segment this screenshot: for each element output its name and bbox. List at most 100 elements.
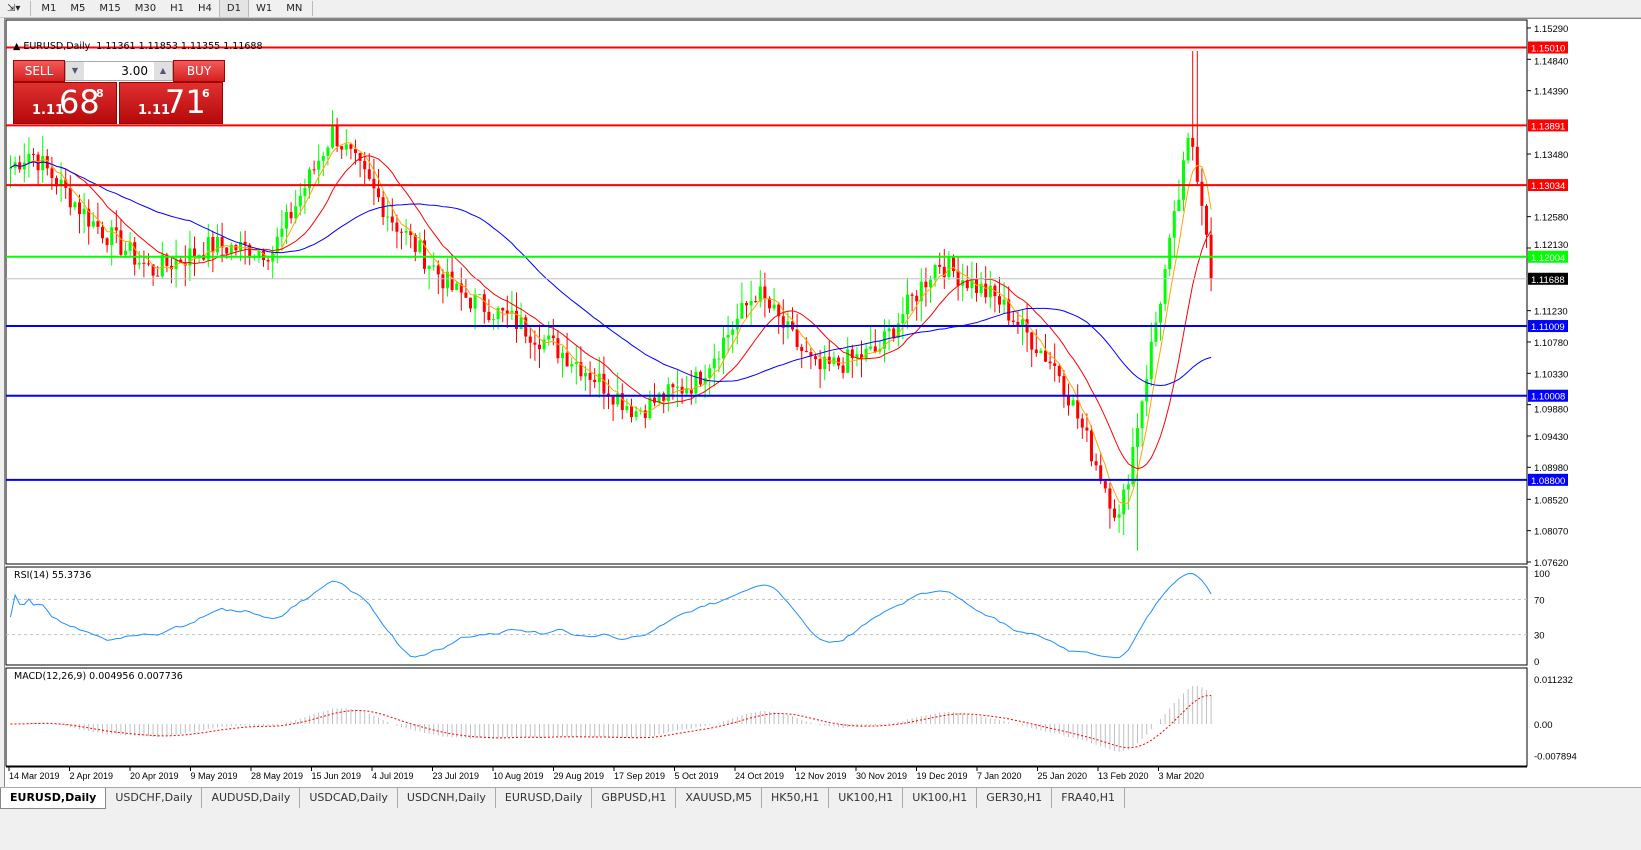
candle-body: [722, 337, 725, 359]
chart-tab[interactable]: USDCHF,Daily: [106, 788, 203, 808]
candle-body: [818, 359, 822, 370]
tf-m1[interactable]: M1: [41, 3, 57, 14]
candle-body: [331, 126, 334, 148]
chart-window[interactable]: 1.15290 1.14840 1.14390 1.13480 1.12580 1.121…: [4, 18, 1641, 788]
buy-price-button[interactable]: 1.11 71 6: [119, 82, 223, 124]
candle-body: [694, 371, 698, 394]
chart-tab[interactable]: HK50,H1: [762, 788, 830, 808]
candle-body: [850, 349, 854, 359]
candle-body: [119, 230, 123, 255]
chart-tab[interactable]: GER30,H1: [977, 788, 1053, 808]
candle: [878, 340, 882, 355]
candle-body: [496, 307, 500, 320]
candle-body: [229, 244, 233, 254]
tf-h1[interactable]: H1: [170, 3, 185, 14]
candle: [1168, 233, 1172, 276]
candle: [459, 267, 463, 311]
candle: [390, 198, 394, 232]
candle-body: [372, 178, 376, 189]
candle-body: [469, 297, 472, 309]
candle-body: [712, 358, 716, 369]
candle: [777, 302, 781, 334]
tf-m30[interactable]: M30: [134, 3, 157, 14]
buy-button[interactable]: BUY: [173, 60, 225, 82]
toolbar-handle-icon[interactable]: ⇲▾: [7, 3, 21, 14]
candle-body: [257, 250, 261, 257]
date-label: 2 Apr 2019: [70, 771, 114, 781]
chart-title: ▲ EURUSD,Daily 1.11361 1.11853 1.11355 1…: [13, 41, 263, 52]
lot-size-stepper[interactable]: ▼ 3.00 ▲: [65, 61, 173, 81]
sell-button[interactable]: SELL: [13, 60, 65, 82]
lot-size-value[interactable]: 3.00: [121, 64, 148, 78]
tf-m15[interactable]: M15: [99, 3, 121, 14]
chart-tab[interactable]: EURUSD,Daily: [496, 788, 593, 808]
tf-h4[interactable]: H4: [198, 3, 212, 14]
date-label: 30 Nov 2019: [856, 771, 907, 781]
tf-mn[interactable]: MN: [286, 3, 303, 14]
chart-canvas[interactable]: 1.15290 1.14840 1.14390 1.13480 1.12580 1.121…: [5, 19, 1641, 787]
candle-body: [1113, 508, 1116, 518]
candle-body: [1191, 137, 1195, 147]
candle-body: [556, 338, 560, 359]
candle-body: [1048, 361, 1052, 364]
candle: [611, 395, 615, 421]
candle-body: [298, 195, 302, 207]
candle-body: [308, 169, 311, 189]
candle: [183, 245, 187, 287]
candle-body: [220, 236, 224, 248]
candle: [1113, 499, 1116, 522]
candle: [18, 155, 22, 173]
candle-body: [616, 393, 620, 405]
decrease-lot-icon[interactable]: ▼: [66, 62, 84, 80]
candle-body: [55, 178, 58, 187]
chart-tab[interactable]: UK100,H1: [829, 788, 904, 808]
candle: [464, 278, 468, 298]
level-price-tag: [1528, 389, 1568, 402]
candle-body: [1007, 299, 1011, 321]
chart-tab[interactable]: AUDUSD,Daily: [202, 788, 301, 808]
tf-w1[interactable]: W1: [255, 3, 273, 14]
macd-tick-label: -0.007894: [1534, 752, 1577, 763]
candle-body: [91, 221, 95, 227]
candle-body: [772, 304, 776, 309]
chart-tab[interactable]: EURUSD,Daily: [0, 788, 107, 809]
candle: [1209, 217, 1213, 292]
candle-body: [243, 241, 247, 245]
candle-body: [124, 250, 127, 255]
chart-tab[interactable]: UK100,H1: [903, 788, 978, 808]
candle-body: [174, 259, 178, 270]
candle: [206, 223, 210, 268]
candle: [1140, 400, 1144, 447]
candle: [551, 318, 555, 346]
tf-m5[interactable]: M5: [70, 3, 86, 14]
candle-body: [970, 279, 974, 289]
candle: [1057, 363, 1061, 383]
chart-tab[interactable]: XAUUSD,M5: [676, 788, 762, 808]
candle: [593, 368, 597, 389]
candle-body: [450, 271, 454, 291]
chart-tab[interactable]: USDCNH,Daily: [398, 788, 496, 808]
candle-body: [193, 248, 196, 257]
current-price-tag: [1528, 272, 1568, 285]
candle: [68, 175, 72, 216]
chart-tab[interactable]: USDCAD,Daily: [300, 788, 398, 808]
candle-body: [1034, 349, 1038, 354]
candle: [919, 268, 923, 322]
candle: [1182, 151, 1185, 212]
chart-tab[interactable]: FRA40,H1: [1052, 788, 1126, 808]
candle: [763, 272, 767, 318]
candle-body: [1011, 320, 1015, 322]
candle-body: [551, 335, 555, 339]
tf-d1[interactable]: D1: [218, 0, 249, 17]
candle-body: [814, 356, 817, 360]
candle: [1145, 364, 1149, 417]
candle: [354, 139, 357, 165]
sell-price-button[interactable]: 1.11 68 8: [13, 82, 117, 124]
rsi-panel-border: [5, 566, 1528, 666]
chart-tab[interactable]: GBPUSD,H1: [592, 788, 677, 808]
candle: [1053, 343, 1057, 382]
candle: [96, 202, 100, 235]
increase-lot-icon[interactable]: ▲: [154, 62, 172, 80]
candle-body: [395, 222, 399, 232]
candle-body: [648, 397, 652, 419]
